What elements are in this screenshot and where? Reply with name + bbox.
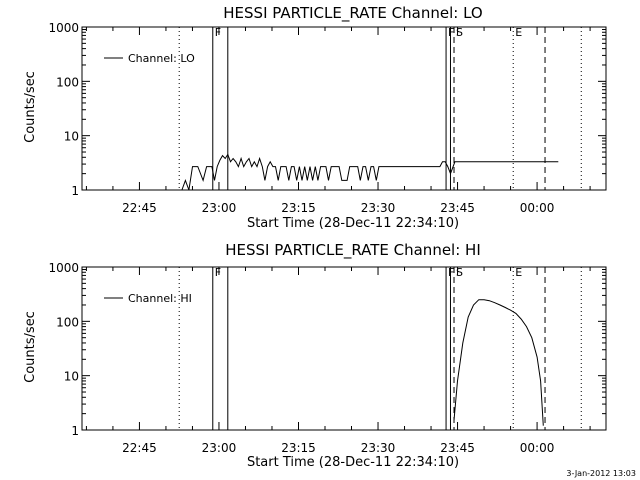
- chart-title: HESSI PARTICLE_RATE Channel: HI: [225, 241, 481, 260]
- y-tick-label: 10: [64, 370, 79, 384]
- y-tick-label: 100: [56, 315, 79, 329]
- y-axis-label: Counts/sec: [23, 311, 38, 383]
- x-axis-label: Start Time (28-Dec-11 22:34:10): [247, 216, 459, 231]
- x-tick-label: 23:45: [440, 201, 475, 215]
- marker-label: S: [456, 266, 463, 279]
- x-axis-label: Start Time (28-Dec-11 22:34:10): [247, 455, 459, 470]
- panel-lo: HESSI PARTICLE_RATE Channel: LO Start Ti…: [23, 4, 607, 231]
- x-tick-label: 23:00: [202, 201, 237, 215]
- x-tick-label: 00:00: [520, 201, 555, 215]
- x-tick-label: 23:30: [361, 441, 396, 455]
- legend: Channel: LO: [104, 52, 195, 65]
- series-line: [453, 299, 544, 426]
- plot-frame: [81, 26, 607, 191]
- y-tick-label: 100: [56, 75, 79, 89]
- chart-title: HESSI PARTICLE_RATE Channel: LO: [223, 4, 482, 23]
- y-tick-label: 1: [71, 184, 79, 198]
- x-tick-label: 23:30: [361, 201, 396, 215]
- panel-hi: HESSI PARTICLE_RATE Channel: HI Start Ti…: [23, 241, 607, 470]
- y-tick-label: 1000: [48, 21, 79, 35]
- marker-label: S: [456, 26, 463, 39]
- legend-label: Channel: HI: [128, 292, 192, 305]
- x-tick-label: 23:15: [281, 201, 316, 215]
- y-tick-label: 1: [71, 424, 79, 438]
- marker-label: F: [448, 266, 454, 279]
- x-tick-label: 22:45: [122, 201, 157, 215]
- x-tick-label: 00:00: [520, 441, 555, 455]
- legend: Channel: HI: [104, 292, 192, 305]
- x-tick-label: 23:45: [440, 441, 475, 455]
- legend-label: Channel: LO: [128, 52, 195, 65]
- y-axis-label: Counts/sec: [23, 71, 38, 143]
- y-tick-label: 1000: [48, 261, 79, 275]
- marker-label: F: [215, 26, 221, 39]
- y-tick-label: 10: [64, 130, 79, 144]
- marker-label: E: [515, 266, 522, 279]
- series-line: [181, 153, 559, 191]
- x-tick-label: 23:15: [281, 441, 316, 455]
- marker-label: F: [215, 266, 221, 279]
- marker-label: F: [448, 26, 454, 39]
- x-tick-label: 22:45: [122, 441, 157, 455]
- plot-frame: [81, 266, 607, 431]
- footer-timestamp: 3-Jan-2012 13:03: [566, 469, 636, 478]
- x-tick-label: 23:00: [202, 441, 237, 455]
- marker-label: E: [515, 26, 522, 39]
